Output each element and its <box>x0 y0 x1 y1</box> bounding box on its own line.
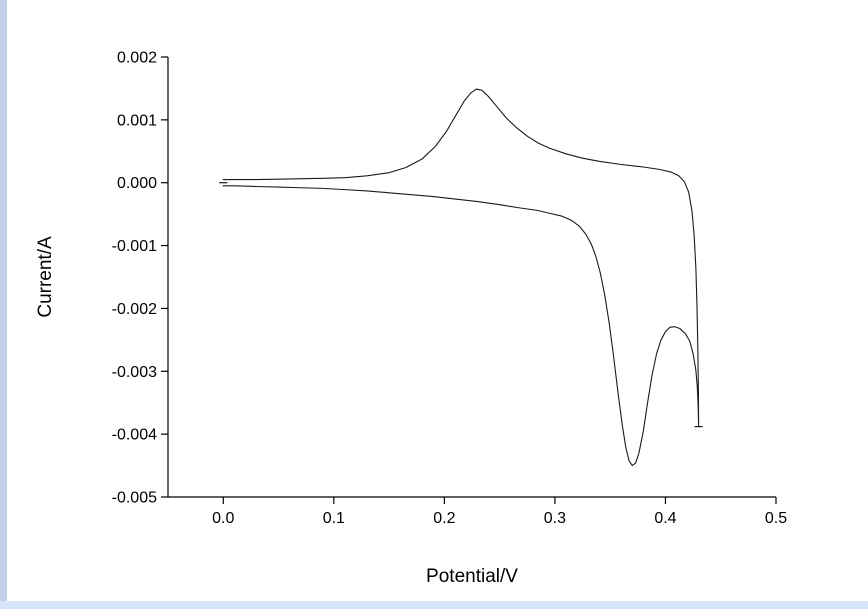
x-tick-label: 0.2 <box>433 510 455 527</box>
y-tick-label: -0.003 <box>112 364 157 381</box>
x-tick-label: 0.1 <box>323 510 345 527</box>
y-tick-label: 0.001 <box>117 112 157 129</box>
x-tick-label: 0.3 <box>544 510 566 527</box>
y-tick-label: 0.000 <box>117 175 157 192</box>
y-tick-label: -0.005 <box>112 490 157 507</box>
x-axis-title: Potential/V <box>426 566 518 587</box>
x-tick-label: 0.4 <box>654 510 676 527</box>
y-tick-label: -0.004 <box>112 427 157 444</box>
left-edge-strip <box>0 0 7 609</box>
y-tick-label: -0.002 <box>112 301 157 318</box>
x-tick-label: 0.5 <box>765 510 787 527</box>
curve-cv-cycle <box>222 88 700 467</box>
x-tick-label: 0.0 <box>212 510 234 527</box>
y-tick-label: -0.001 <box>112 238 157 255</box>
y-axis-title: Current/A <box>35 236 56 318</box>
y-tick-label: 0.002 <box>117 50 157 67</box>
bottom-edge-strip <box>0 601 868 609</box>
